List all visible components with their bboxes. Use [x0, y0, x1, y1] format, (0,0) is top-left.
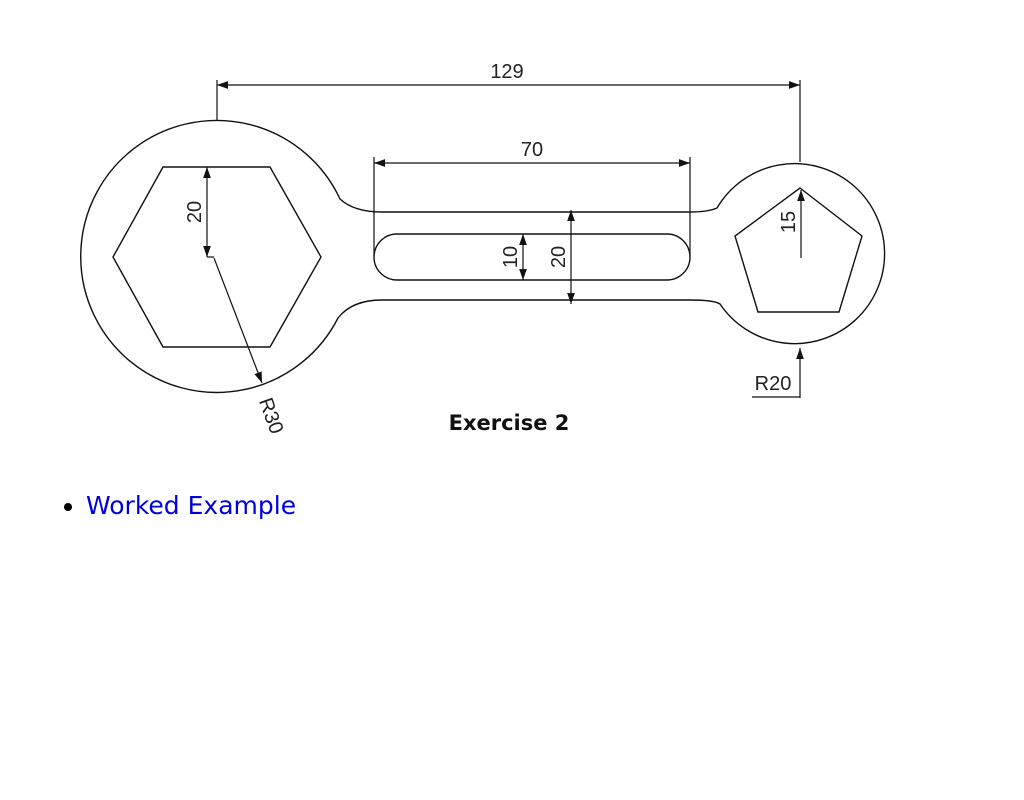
dim-slot-width-label: 10 — [500, 246, 522, 268]
wrench-outline — [80, 119, 886, 394]
dim-slot-length-label: 70 — [521, 139, 543, 161]
dim-overall-label: 129 — [490, 61, 523, 83]
large-radius-leader — [213, 257, 263, 384]
pentagon-cutout — [734, 187, 863, 313]
link-list: Worked Example — [40, 488, 296, 523]
hexagon-cutout — [112, 166, 322, 348]
dim-hex-label: 20 — [184, 201, 206, 223]
slot-cutout — [373, 233, 691, 281]
figure-caption: Exercise 2 — [449, 411, 570, 435]
list-item: Worked Example — [86, 488, 296, 523]
dim-handle-width-label: 20 — [548, 246, 570, 268]
dim-small-radius-label: R20 — [755, 373, 792, 395]
technical-drawing: 129 70 20 10 20 15 R30 R20 Exercise 2 — [80, 61, 886, 437]
worked-example-link[interactable]: Worked Example — [86, 491, 297, 520]
dim-large-radius-label: R30 — [254, 395, 287, 437]
dim-pentagon-label: 15 — [778, 211, 800, 233]
